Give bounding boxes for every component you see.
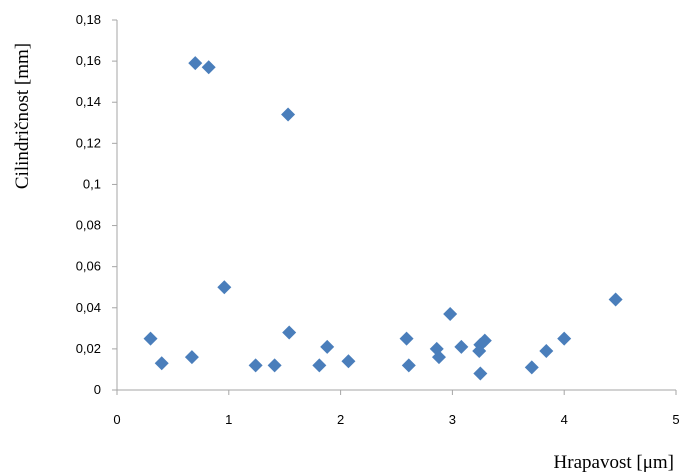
- data-point: [557, 331, 572, 346]
- y-tick-label: 0,06: [76, 259, 101, 274]
- data-point: [184, 350, 199, 365]
- data-point: [524, 360, 539, 375]
- data-point: [443, 306, 458, 321]
- y-tick-label: 0,08: [76, 218, 101, 233]
- x-tick-label: 5: [672, 412, 679, 427]
- x-axis-ticks: 0 1 2 3 4 5: [113, 390, 680, 427]
- data-point: [320, 339, 335, 354]
- data-point: [154, 356, 169, 371]
- y-tick-label: 0: [94, 382, 101, 397]
- data-point: [399, 331, 414, 346]
- data-point: [608, 292, 623, 307]
- data-point: [188, 56, 203, 71]
- data-point: [454, 339, 469, 354]
- data-point: [473, 366, 488, 381]
- y-tick-label: 0,02: [76, 341, 101, 356]
- y-tick-label: 0,12: [76, 135, 101, 150]
- data-point: [248, 358, 263, 373]
- data-point: [341, 354, 356, 369]
- data-point: [401, 358, 416, 373]
- y-tick-label: 0,16: [76, 53, 101, 68]
- y-tick-label: 0,04: [76, 300, 101, 315]
- x-tick-label: 2: [337, 412, 344, 427]
- data-point: [431, 350, 446, 365]
- x-tick-label: 0: [113, 412, 120, 427]
- y-axis-title: Cilindričnost [mm]: [12, 43, 33, 189]
- data-point: [217, 280, 232, 295]
- data-point: [472, 343, 487, 358]
- data-point: [539, 343, 554, 358]
- data-point: [282, 325, 297, 340]
- data-point: [143, 331, 158, 346]
- data-point: [312, 358, 327, 373]
- y-tick-label: 0,18: [76, 12, 101, 27]
- data-point: [281, 107, 296, 122]
- y-tick-label: 0,14: [76, 94, 101, 109]
- x-tick-label: 1: [225, 412, 232, 427]
- data-point: [267, 358, 282, 373]
- x-tick-label: 3: [449, 412, 456, 427]
- x-tick-label: 4: [561, 412, 568, 427]
- x-axis-title: Hrapavost [μm]: [554, 452, 674, 473]
- data-point: [201, 60, 216, 75]
- y-axis-ticks: 0 0,02 0,04 0,06 0,08 0,1 0,12 0,14 0,16 0,18: [76, 12, 117, 397]
- data-points: [143, 56, 623, 381]
- y-tick-label: 0,1: [83, 176, 101, 191]
